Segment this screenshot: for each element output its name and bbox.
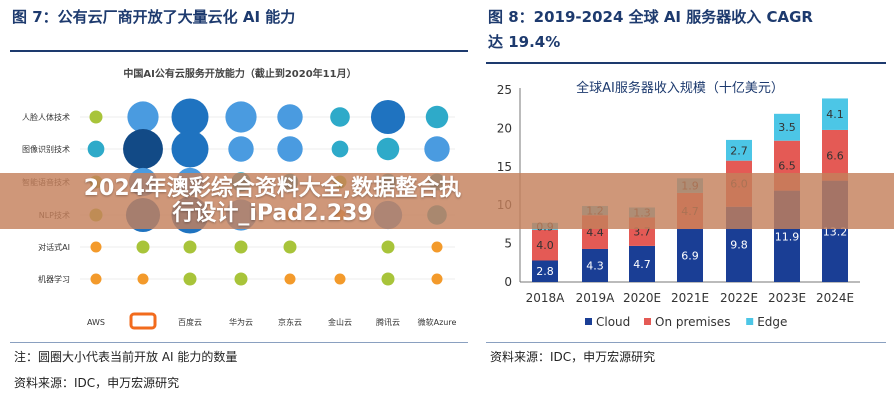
bubble <box>234 272 248 286</box>
x-tick-label: 2021E <box>671 291 709 305</box>
legend-swatch <box>585 318 592 325</box>
bar-segment <box>774 113 800 141</box>
x-tick-label: 2020E <box>623 291 661 305</box>
bubble <box>381 240 395 254</box>
bubble <box>127 101 159 133</box>
data-label: 9.8 <box>730 238 748 251</box>
divider <box>10 342 468 343</box>
bubble <box>277 136 303 162</box>
x-tick-label: 2023E <box>768 291 806 305</box>
x-tick-label: 2019A <box>576 291 616 305</box>
y-tick-label: 5 <box>504 237 512 251</box>
data-label: 2.8 <box>536 265 554 278</box>
bubble <box>183 240 197 254</box>
data-label: 3.5 <box>778 121 796 134</box>
data-label: 4.4 <box>586 226 604 239</box>
y-tick-label: 20 <box>497 121 512 135</box>
column-label: 京东云 <box>278 317 302 327</box>
left-note: 注：圆圈大小代表当前开放 AI 能力的数量 <box>14 350 238 364</box>
chart-title: 全球AI服务器收入规模（十亿美元） <box>576 80 784 96</box>
x-tick-label: 2024E <box>816 291 854 305</box>
data-label: 6.5 <box>778 160 796 173</box>
bubble <box>228 136 254 162</box>
bubble <box>284 273 296 285</box>
bubble <box>225 101 257 133</box>
bubble <box>334 273 346 285</box>
bubble <box>123 129 163 169</box>
data-label: 6.9 <box>681 250 699 263</box>
data-label: 4.0 <box>536 239 554 252</box>
divider <box>486 62 886 64</box>
bubble <box>234 240 248 254</box>
bubble <box>137 273 149 285</box>
bubble <box>431 273 443 285</box>
aliyun-logo <box>129 312 157 330</box>
data-label: 4.3 <box>586 259 604 272</box>
data-label: 4.7 <box>633 258 651 271</box>
column-label: 百度云 <box>178 317 202 327</box>
bubble <box>136 240 150 254</box>
bar-segment <box>582 248 608 282</box>
row-label: 机器学习 <box>38 274 70 284</box>
bubble <box>87 140 105 158</box>
x-tick-label: 2022E <box>720 291 758 305</box>
overlay-banner: 2024年澳彩综合资料大全,数据整合执行设计_iPad2.239 <box>0 173 894 229</box>
right-heading-line1: 图 8：2019-2024 全球 AI 服务器收入 CAGR <box>488 8 813 26</box>
column-label: 金山云 <box>328 317 352 327</box>
legend-swatch <box>746 318 754 325</box>
legend-label: Edge <box>757 315 787 329</box>
bubble <box>183 272 197 286</box>
right-heading-line2: 达 19.4% <box>488 33 561 51</box>
data-label: 11.9 <box>775 230 800 243</box>
bar-segment <box>532 260 558 282</box>
bubble <box>171 130 209 168</box>
data-label: 2.7 <box>730 144 748 157</box>
column-label: 微软Azure <box>418 317 457 327</box>
bubble <box>331 140 349 158</box>
bubble <box>330 107 350 127</box>
banner-text: 2024年澳彩综合资料大全,数据整合执行设计_iPad2.239 <box>83 176 462 226</box>
legend-swatch <box>644 318 651 325</box>
column-label: 华为云 <box>229 317 253 327</box>
bar-segment <box>532 229 558 261</box>
row-label: 人脸人体技术 <box>22 112 70 122</box>
y-tick-label: 0 <box>504 275 512 289</box>
row-label: 对话式AI <box>38 242 70 252</box>
bubble <box>277 104 303 130</box>
bar-segment <box>677 229 703 282</box>
divider <box>486 342 886 343</box>
bubble <box>424 136 450 162</box>
bubble <box>283 240 297 254</box>
left-source: 资料来源：IDC，申万宏源研究 <box>14 376 180 390</box>
column-label: 腾讯云 <box>376 317 400 327</box>
right-source: 资料来源：IDC，申万宏源研究 <box>490 350 656 364</box>
bubble <box>431 241 443 253</box>
row-label: 图像识别技术 <box>22 144 70 154</box>
bubble <box>425 105 449 129</box>
data-label: 6.6 <box>826 149 844 162</box>
legend-label: Cloud <box>596 315 630 329</box>
x-tick-label: 2018A <box>526 291 566 305</box>
bar-segment <box>822 129 848 181</box>
bubble <box>381 272 395 286</box>
y-tick-label: 15 <box>497 160 512 174</box>
bubble <box>90 241 102 253</box>
chart-title: 中国AI公有云服务开放能力（截止到2020年11月） <box>123 67 356 80</box>
left-heading: 图 7：公有云厂商开放了大量云化 AI 能力 <box>12 8 296 26</box>
data-label: 4.1 <box>826 108 844 121</box>
bubble <box>90 273 102 285</box>
bubble <box>370 99 406 135</box>
bubble <box>89 110 103 124</box>
bubble <box>171 98 209 136</box>
bar-segment <box>726 139 752 161</box>
bubble <box>376 137 400 161</box>
divider <box>10 50 468 52</box>
bar-segment <box>822 98 848 130</box>
legend-label: On premises <box>655 315 730 329</box>
column-label: AWS <box>87 318 105 327</box>
y-tick-label: 25 <box>497 83 512 97</box>
bar-segment <box>629 245 655 282</box>
